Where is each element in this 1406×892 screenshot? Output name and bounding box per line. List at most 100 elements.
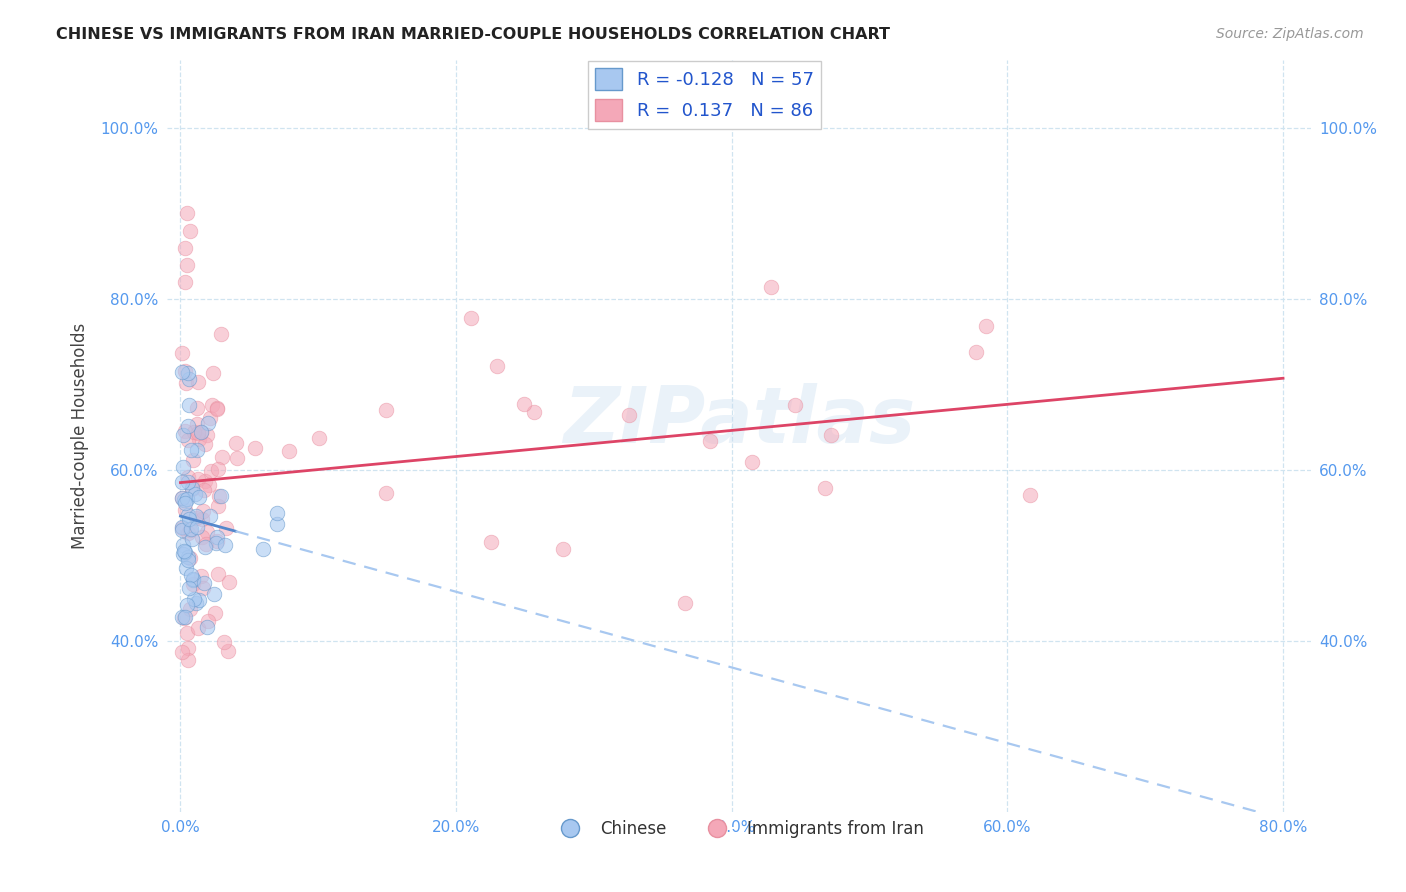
- Point: [252, 542, 274, 557]
- Point: [183, 592, 205, 607]
- Point: [783, 398, 806, 412]
- Point: [173, 544, 195, 558]
- Point: [699, 434, 721, 448]
- Text: Source: ZipAtlas.com: Source: ZipAtlas.com: [1216, 27, 1364, 41]
- Point: [181, 532, 204, 546]
- Point: [197, 615, 219, 629]
- Point: [170, 365, 193, 379]
- Point: [179, 223, 201, 237]
- Point: [218, 574, 240, 589]
- Point: [211, 450, 233, 465]
- Point: [308, 431, 330, 445]
- Point: [180, 481, 202, 495]
- Point: [190, 569, 212, 583]
- Point: [266, 517, 288, 532]
- Point: [278, 443, 301, 458]
- Point: [195, 620, 218, 634]
- Point: [205, 533, 228, 548]
- Point: [177, 470, 200, 484]
- Point: [190, 425, 212, 440]
- Text: ZIPatlas: ZIPatlas: [562, 383, 915, 458]
- Point: [179, 523, 201, 537]
- Point: [215, 521, 238, 535]
- Point: [553, 542, 575, 557]
- Legend: Chinese, Immigrants from Iran: Chinese, Immigrants from Iran: [547, 814, 931, 845]
- Point: [174, 495, 197, 509]
- Point: [195, 524, 218, 539]
- Point: [173, 363, 195, 377]
- Point: [177, 508, 200, 522]
- Point: [207, 566, 229, 581]
- Point: [193, 541, 215, 555]
- Point: [177, 433, 200, 447]
- Point: [813, 481, 835, 495]
- Point: [186, 508, 208, 523]
- Point: [177, 419, 200, 434]
- Point: [266, 506, 288, 520]
- Point: [170, 475, 193, 489]
- Point: [177, 526, 200, 541]
- Point: [619, 408, 641, 422]
- Point: [375, 403, 398, 417]
- Point: [208, 489, 231, 503]
- Point: [209, 489, 232, 503]
- Point: [191, 504, 214, 518]
- Text: CHINESE VS IMMIGRANTS FROM IRAN MARRIED-COUPLE HOUSEHOLDS CORRELATION CHART: CHINESE VS IMMIGRANTS FROM IRAN MARRIED-…: [56, 27, 890, 42]
- Point: [214, 538, 236, 552]
- Point: [170, 521, 193, 535]
- Point: [193, 483, 215, 497]
- Point: [177, 512, 200, 526]
- Point: [523, 405, 546, 419]
- Point: [207, 499, 229, 513]
- Point: [170, 491, 193, 506]
- Point: [170, 610, 193, 624]
- Point: [174, 376, 197, 391]
- Point: [194, 437, 217, 451]
- Point: [181, 452, 204, 467]
- Point: [181, 573, 204, 587]
- Point: [965, 345, 987, 359]
- Point: [191, 511, 214, 525]
- Point: [172, 538, 194, 552]
- Y-axis label: Married-couple Households: Married-couple Households: [72, 323, 89, 549]
- Point: [1019, 488, 1042, 502]
- Point: [172, 645, 194, 659]
- Point: [170, 523, 193, 537]
- Point: [177, 475, 200, 489]
- Point: [183, 487, 205, 501]
- Point: [172, 547, 194, 561]
- Point: [174, 425, 197, 439]
- Point: [820, 428, 842, 442]
- Point: [184, 596, 207, 610]
- Point: [375, 486, 398, 500]
- Point: [226, 450, 249, 465]
- Point: [186, 442, 208, 457]
- Point: [205, 536, 228, 550]
- Point: [174, 560, 197, 574]
- Point: [225, 435, 247, 450]
- Point: [177, 653, 200, 667]
- Point: [460, 310, 482, 325]
- Point: [187, 593, 209, 607]
- Point: [217, 643, 239, 657]
- Point: [181, 572, 204, 586]
- Point: [180, 568, 202, 582]
- Point: [176, 626, 198, 640]
- Point: [172, 491, 194, 505]
- Point: [195, 537, 218, 551]
- Point: [173, 611, 195, 625]
- Point: [176, 598, 198, 612]
- Point: [197, 478, 219, 492]
- Point: [173, 241, 195, 255]
- Point: [180, 522, 202, 536]
- Point: [187, 621, 209, 635]
- Point: [198, 509, 221, 524]
- Point: [202, 587, 225, 601]
- Point: [176, 258, 198, 272]
- Point: [187, 376, 209, 390]
- Point: [184, 511, 207, 525]
- Point: [212, 634, 235, 648]
- Point: [197, 417, 219, 431]
- Point: [191, 530, 214, 544]
- Point: [176, 206, 198, 220]
